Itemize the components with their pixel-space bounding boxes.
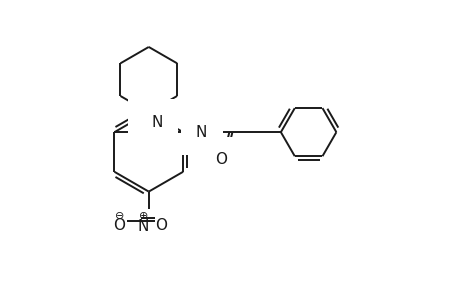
Text: N: N — [196, 125, 207, 140]
Text: $\oplus$: $\oplus$ — [137, 210, 148, 221]
Text: N: N — [137, 219, 148, 234]
Text: $\ominus$: $\ominus$ — [114, 210, 124, 221]
Text: H: H — [196, 116, 207, 130]
Text: N: N — [143, 105, 154, 120]
Text: N: N — [151, 115, 162, 130]
Text: O: O — [154, 218, 166, 233]
Text: O: O — [215, 152, 227, 167]
Text: O: O — [113, 218, 125, 233]
